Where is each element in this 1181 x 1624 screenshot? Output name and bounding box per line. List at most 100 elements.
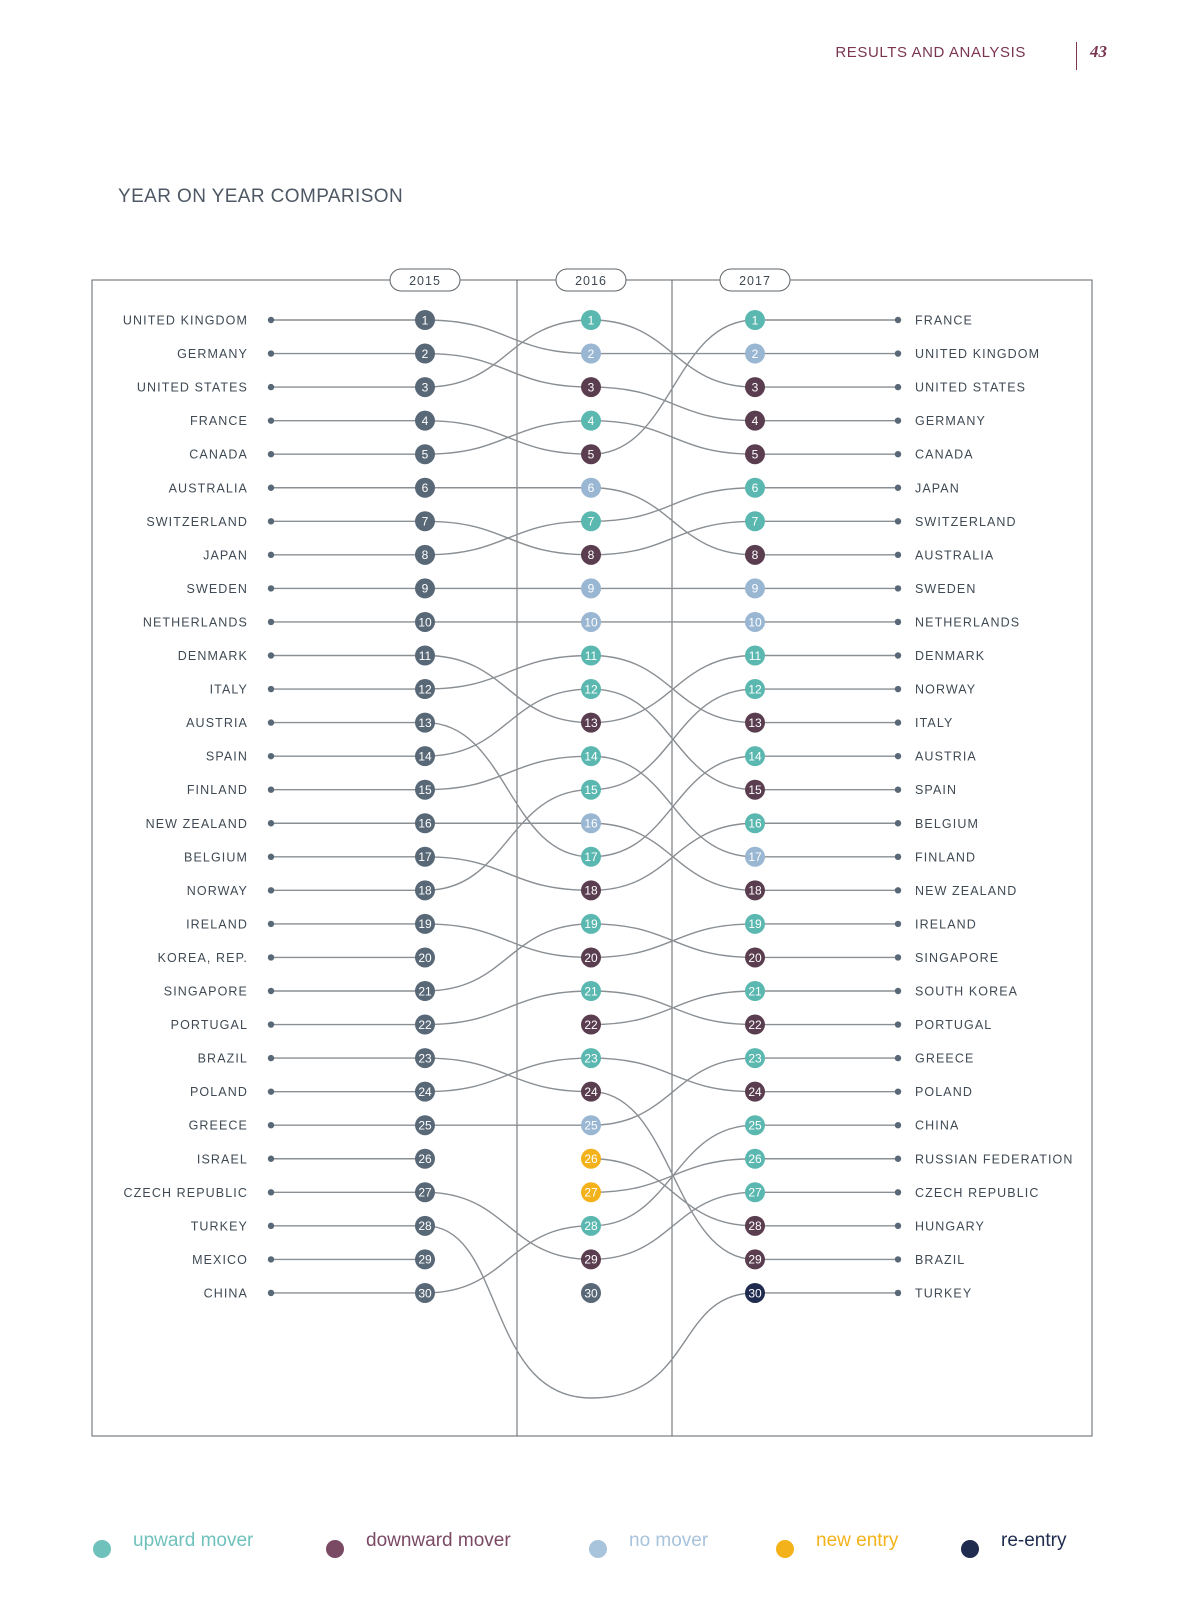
country-2017-label: PORTUGAL [915,1018,992,1032]
link-2015-2016-24 [424,1191,592,1261]
link-2015-2016-20 [424,990,592,1026]
country-2017-label: POLAND [915,1085,973,1099]
link-2015-2016-4 [424,419,592,455]
legend-dot-new-entry [776,1540,794,1558]
country-2015-label: UNITED KINGDOM [123,314,248,328]
link-2016-2017-2 [590,386,756,422]
rank-2016-21-circle [581,981,601,1001]
country-2017-label: CANADA [915,448,974,462]
left-endpoint-dot-16 [267,820,275,827]
rank-2016-20-number: 20 [584,951,598,965]
page-header: RESULTS AND ANALYSIS 43 [0,42,1181,72]
country-2015-label: AUSTRALIA [169,481,248,495]
rank-2015-4-number: 4 [422,414,429,428]
rank-2017-28-number: 28 [748,1219,762,1233]
country-2017-label: SPAIN [915,783,957,797]
rank-2015-13-circle [415,712,435,733]
rank-2017-16-number: 16 [748,817,762,831]
rank-2016-11-circle [581,645,601,666]
rank-2015-27-circle [415,1182,435,1203]
link-2016-2017-4 [590,319,756,455]
rank-2017-11-number: 11 [749,649,762,663]
link-2015-2016-26 [424,1225,592,1294]
rank-2016-10-circle [581,611,601,632]
rank-2016-18-circle [581,880,601,901]
right-endpoint-dot-15 [894,786,902,793]
left-endpoint-dot-6 [267,484,275,491]
link-2016-2017-6 [590,487,756,522]
rank-2017-30-circle [745,1282,765,1303]
country-2015-label: POLAND [190,1085,248,1099]
left-endpoint-dot-1 [267,316,275,324]
rank-2017-15-circle [745,779,765,800]
rank-2017-11-circle [745,645,765,666]
rank-2016-12-number: 12 [584,682,598,696]
rank-2017-20-circle [745,947,765,968]
left-endpoint-dot-15 [267,786,275,793]
rank-2015-26-circle [415,1148,435,1169]
rank-2017-9-number: 9 [752,582,759,596]
rank-2017-25-circle [745,1115,765,1136]
right-endpoint-dot-29 [894,1256,902,1263]
rank-2015-10-number: 10 [418,615,432,629]
rank-2017-27-circle [745,1182,765,1203]
rank-2016-8-circle [581,544,601,565]
rank-2017-10-number: 10 [748,615,762,629]
country-2015-label: DENMARK [178,649,248,663]
rank-2017-14-circle [745,746,765,767]
rank-2016-12-circle [581,679,601,700]
link-2016-2017-28 [590,1191,756,1261]
country-2017-label: BELGIUM [915,817,979,831]
left-endpoint-dot-2 [267,350,275,357]
right-endpoint-dot-13 [894,719,902,726]
right-endpoint-dot-8 [894,551,902,559]
rank-2017-5-number: 5 [752,448,759,462]
rank-2017-8-circle [745,544,765,565]
country-2017-label: NEW ZEALAND [915,884,1017,898]
link-2015-2016-19 [424,923,592,992]
rank-2016-17-number: 17 [584,850,598,864]
left-endpoint-dot-29 [267,1256,275,1263]
left-endpoint-dot-19 [267,920,275,928]
rank-2016-6-circle [581,477,601,498]
rank-2016-5-circle [581,444,601,465]
link-2016-2017-17 [590,822,756,892]
rank-2015-29-circle [415,1249,435,1270]
rank-2015-5-circle [415,444,435,465]
rank-2016-24-number: 24 [584,1085,598,1099]
country-2017-label: DENMARK [915,649,985,663]
right-endpoint-dot-27 [894,1189,902,1196]
rank-2017-20-number: 20 [748,951,762,965]
link-2016-2017-14 [590,688,756,791]
rank-2016-4-number: 4 [588,414,595,428]
rank-2016-11-number: 11 [585,649,598,663]
link-2016-2017-12 [590,654,756,724]
rank-2015-12-circle [415,679,435,700]
rank-2017-18-number: 18 [748,884,762,898]
country-2017-label: GERMANY [915,414,986,428]
rank-2016-28-circle [581,1215,601,1236]
left-endpoint-dot-21 [267,987,275,995]
rank-2015-19-number: 19 [418,917,432,931]
right-endpoint-dot-4 [894,417,902,424]
country-2015-label: KOREA, REP. [158,951,248,965]
link-2015-2016-22 [424,1057,592,1093]
link-2016-2017-3 [590,419,756,455]
legend-dot-re-entry [961,1540,979,1558]
country-2015-label: NORWAY [187,884,248,898]
link-2015-2016-1 [424,352,592,388]
country-2017-label: SWEDEN [915,582,976,596]
rank-2015-14-number: 14 [418,749,432,763]
rank-2016-19-number: 19 [584,917,598,931]
country-2015-label: NEW ZEALAND [146,817,248,831]
rank-2016-22-number: 22 [584,1018,598,1032]
right-endpoint-dot-18 [894,887,902,894]
rank-2015-2-circle [415,343,435,364]
rank-2015-8-number: 8 [422,548,429,562]
right-endpoint-dot-5 [894,451,902,458]
rank-2016-3-number: 3 [588,380,595,394]
rank-2016-1-number: 1 [588,313,595,327]
country-2017-label: SWITZERLAND [915,515,1017,529]
rank-2017-1-number: 1 [752,313,759,327]
right-endpoint-dot-24 [894,1088,902,1095]
